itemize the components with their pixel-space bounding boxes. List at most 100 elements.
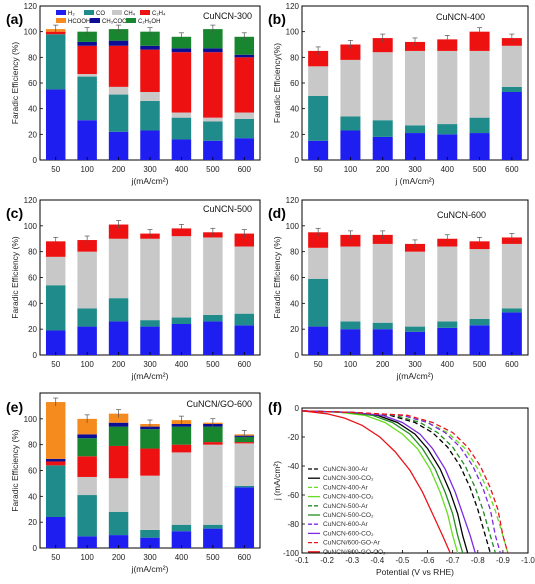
x-axis-label: j(mA/cm²) xyxy=(131,176,169,186)
y-tick-label: 80 xyxy=(290,248,299,257)
legend-label: CH₃COOH xyxy=(102,19,131,25)
bar-segment xyxy=(234,112,255,119)
legend-swatch xyxy=(126,18,136,23)
x-tick-label: -0.1 xyxy=(295,556,309,565)
y-tick-label: -40 xyxy=(287,462,299,471)
bar-segment xyxy=(77,240,97,252)
panel-c: 0 20 40 60 80 100 120 50 100 200 300 400 500 600 j(mA/… xyxy=(6,196,261,381)
x-tick-label: 300 xyxy=(408,165,422,174)
x-axis-label: j(mA/cm²) xyxy=(131,564,169,574)
bar-segment xyxy=(108,45,129,87)
series-line xyxy=(302,410,464,553)
x-tick-label: -0.9 xyxy=(496,556,510,565)
bar-segment xyxy=(340,44,361,60)
bar-segment xyxy=(372,243,393,323)
bar-segment xyxy=(437,134,458,160)
y-tick-label: 100 xyxy=(286,222,300,231)
series-line xyxy=(302,410,476,553)
bar-segment xyxy=(308,50,329,67)
y-tick-label: 0 xyxy=(295,404,300,413)
y-tick-label: 60 xyxy=(28,467,37,476)
y-tick-label: 40 xyxy=(28,299,37,308)
legend-swatch xyxy=(112,10,122,15)
y-tick-label: 120 xyxy=(286,2,300,11)
bar-segment xyxy=(234,436,255,443)
x-axis-label: Potential (V vs RHE) xyxy=(376,567,454,577)
bar-segment xyxy=(437,321,458,328)
bar-segment xyxy=(108,224,129,239)
series-line xyxy=(302,410,451,553)
bar-segment xyxy=(203,121,223,141)
bar-segment xyxy=(501,45,522,87)
series-lines xyxy=(302,410,509,553)
bar-segment xyxy=(203,48,223,53)
legend-label: CuNCN-300-CO₂ xyxy=(323,475,374,482)
bar-segment xyxy=(108,298,129,322)
bar-segment xyxy=(234,118,255,139)
bar-segment xyxy=(140,238,160,321)
bar-segment xyxy=(404,251,426,327)
x-tick-label: 50 xyxy=(51,165,60,174)
panel-label: (f) xyxy=(268,399,282,415)
bar-segment xyxy=(437,39,458,51)
bar-segment xyxy=(469,133,490,160)
bar-segment xyxy=(140,448,160,476)
bar-segment xyxy=(437,246,458,322)
legend-label: CuNCN-300-Ar xyxy=(323,466,369,473)
x-tick-label: 100 xyxy=(344,165,358,174)
panel-label: (c) xyxy=(6,205,23,221)
legend-label: CuNCN-500-Ar xyxy=(323,503,369,510)
bar-segment xyxy=(437,50,458,125)
x-tick-label: 600 xyxy=(238,360,252,369)
bar-segment xyxy=(108,445,129,479)
y-tick-label: 120 xyxy=(286,196,300,205)
bar-segment xyxy=(340,329,361,355)
bar-segment xyxy=(234,486,255,488)
bar-segment xyxy=(469,325,490,355)
bar-segment xyxy=(340,234,361,247)
bar-segment xyxy=(234,233,255,247)
bar-segment xyxy=(77,74,97,77)
y-tick-label: 0 xyxy=(33,156,38,165)
bar-segment xyxy=(108,40,129,46)
bar-segment xyxy=(77,536,97,548)
y-tick-label: 0 xyxy=(33,351,38,360)
series-legend: CuNCN-300-Ar CuNCN-300-CO₂ CuNCN-400-Ar CuN… xyxy=(308,466,386,556)
bar-segment xyxy=(308,278,329,327)
bar-segment xyxy=(140,529,160,538)
panel-label: (e) xyxy=(6,399,23,415)
bar-segment xyxy=(77,418,97,435)
bar-segment xyxy=(45,465,66,517)
bar-segment xyxy=(45,89,66,160)
y-axis-label: Faradic Efficiency(%) xyxy=(272,43,282,123)
bar-segment xyxy=(108,535,129,548)
bar-segment xyxy=(203,117,223,122)
bar-segment xyxy=(77,434,97,439)
y-tick-label: -20 xyxy=(287,433,299,442)
y-tick-label: 40 xyxy=(290,299,299,308)
x-tick-label: 400 xyxy=(441,165,455,174)
x-tick-label: 500 xyxy=(206,165,220,174)
bar-segment xyxy=(77,456,97,477)
y-tick-label: 100 xyxy=(24,222,38,231)
bar-segment xyxy=(203,52,223,118)
bar-segment xyxy=(140,326,160,355)
y-tick-label: 100 xyxy=(24,28,38,37)
x-tick-label: 600 xyxy=(505,165,519,174)
bar-segment xyxy=(469,50,490,118)
bar-segment xyxy=(77,251,97,309)
bar-segment xyxy=(501,312,522,355)
bar-segment xyxy=(140,45,160,50)
x-tick-label: 50 xyxy=(51,360,60,369)
y-tick-label: 0 xyxy=(295,351,300,360)
bar-segment xyxy=(404,41,426,51)
bar-segment xyxy=(234,442,255,444)
x-tick-label: 400 xyxy=(441,360,455,369)
legend-swatch xyxy=(84,10,94,15)
bar-segment xyxy=(108,426,129,446)
panel-d: 0 20 40 60 80 100 120 50 100 200 300 400 500 600 j(mA/… xyxy=(268,196,529,381)
bar-segment xyxy=(108,238,129,299)
bar-segment xyxy=(45,285,66,331)
bar-segment xyxy=(77,41,97,46)
bar-segment xyxy=(77,326,97,355)
